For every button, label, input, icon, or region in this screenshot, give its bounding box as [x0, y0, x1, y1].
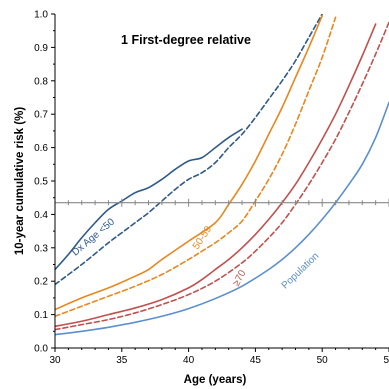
y-tick-label: 0.8	[34, 76, 48, 87]
series-line-6	[55, 101, 389, 336]
series-line-0	[55, 128, 243, 271]
x-tick-label: 55	[383, 355, 389, 366]
series-line-5	[55, 21, 389, 331]
y-tick-label: 1.0	[34, 10, 48, 21]
x-tick-label: 35	[116, 355, 128, 366]
y-tick-label: 0.3	[34, 243, 48, 254]
y-tick-label: 0.6	[34, 143, 48, 154]
x-axis-label: Age (years)	[184, 374, 247, 386]
y-tick-label: 0.2	[34, 277, 48, 288]
y-tick-label: 0.1	[34, 310, 48, 321]
x-tick-label: 30	[49, 355, 61, 366]
y-tick-label: 0.4	[34, 210, 48, 221]
y-tick-label: 0.7	[34, 110, 48, 121]
series-line-4	[55, 23, 377, 328]
y-tick-label: 0.9	[34, 43, 48, 54]
plot-marks	[55, 14, 389, 336]
series-labels: Dx Age <50 50-59≥70 Population	[70, 216, 321, 291]
series-label-0: Dx Age <50	[70, 216, 117, 258]
y-tick-label: 0.5	[34, 177, 48, 188]
chart-title: 1 First-degree relative	[121, 33, 251, 47]
y-axis-label: 10-year cumulative risk (%)	[14, 107, 26, 255]
x-tick-label: 45	[250, 355, 262, 366]
y-tick-label: 0.0	[34, 344, 48, 355]
series-line-3	[55, 16, 337, 318]
x-tick-label: 40	[183, 355, 195, 366]
axes: 0.0 0.1 0.2 0.3 0.4 0.5 0.6 0.7 0.8 0.9 1.0 30 35 40 4…	[34, 10, 389, 366]
reference-line-group	[54, 198, 389, 207]
series-line-1	[55, 14, 323, 286]
x-tick-label: 50	[317, 355, 329, 366]
series-line-2	[55, 14, 323, 311]
series-label-2: ≥70	[231, 268, 249, 288]
